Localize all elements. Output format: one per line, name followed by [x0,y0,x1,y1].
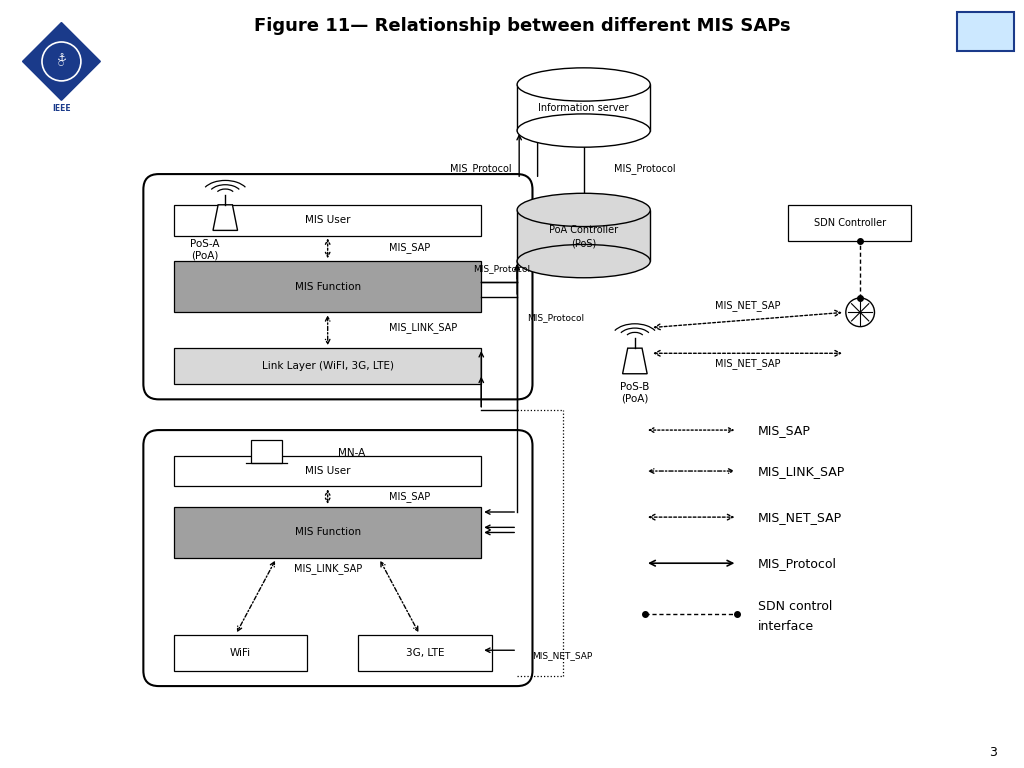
Bar [957,12,1014,51]
Bar [251,440,282,463]
Text: MIS User: MIS User [305,215,350,225]
Ellipse shape [517,68,650,101]
Text: IEEE: IEEE [976,21,995,30]
Polygon shape [23,22,100,101]
Polygon shape [623,348,647,374]
Text: MN-A: MN-A [338,448,366,458]
Text: MIS_LINK_SAP: MIS_LINK_SAP [389,323,458,333]
Text: 3G, LTE: 3G, LTE [406,647,444,658]
Text: MIS_NET_SAP: MIS_NET_SAP [715,358,780,369]
Text: Information server: Information server [539,102,629,113]
Text: (PoS): (PoS) [571,239,596,249]
Text: MIS_NET_SAP: MIS_NET_SAP [715,300,780,310]
Text: (PoA): (PoA) [622,393,648,403]
Text: ○: ○ [57,60,63,66]
Text: MIS_SAP: MIS_SAP [389,243,430,253]
Text: MIS Function: MIS Function [295,282,360,292]
Bar [517,210,650,261]
Text: MIS_Protocol: MIS_Protocol [527,313,585,322]
Text: Link Layer (WiFI, 3G, LTE): Link Layer (WiFI, 3G, LTE) [262,361,393,371]
Text: MIS_NET_SAP: MIS_NET_SAP [532,650,593,660]
Polygon shape [213,205,238,230]
Text: 802: 802 [975,36,996,46]
Text: MIS_NET_SAP: MIS_NET_SAP [758,511,842,524]
Text: (PoA): (PoA) [191,251,218,261]
Bar [174,261,481,313]
Text: MIS_SAP: MIS_SAP [389,492,430,502]
Text: SDN control: SDN control [758,600,833,613]
Text: MIS_Protocol: MIS_Protocol [473,263,530,273]
Text: PoS-A: PoS-A [190,239,219,249]
Bar [174,635,307,670]
Text: ⚓: ⚓ [56,53,67,64]
FancyBboxPatch shape [143,174,532,399]
FancyBboxPatch shape [143,430,532,686]
Text: MIS_Protocol: MIS_Protocol [614,164,676,174]
Text: MIS_Protocol: MIS_Protocol [758,557,837,570]
Text: MIS_Protocol: MIS_Protocol [451,164,512,174]
Text: interface: interface [758,621,814,633]
Bar [174,348,481,384]
Text: MIS_LINK_SAP: MIS_LINK_SAP [758,465,845,478]
Bar [358,635,492,670]
Circle shape [846,298,874,326]
Text: MIS User: MIS User [305,466,350,476]
Text: WiFi: WiFi [230,647,251,658]
Text: MIS_SAP: MIS_SAP [758,424,811,436]
Text: SDN Controller: SDN Controller [814,217,886,228]
Bar [174,205,481,236]
Bar [788,205,911,240]
Bar [174,507,481,558]
Text: Figure 11— Relationship between different MIS SAPs: Figure 11— Relationship between differen… [254,17,791,35]
Text: 3: 3 [989,746,997,759]
Bar [174,455,481,486]
Ellipse shape [517,194,650,227]
Text: PoS-B: PoS-B [621,382,649,392]
Text: MIS Function: MIS Function [295,528,360,538]
Text: MIS_LINK_SAP: MIS_LINK_SAP [294,563,361,574]
Ellipse shape [517,244,650,278]
Text: IEEE: IEEE [52,104,71,113]
Text: PoA Controller: PoA Controller [549,225,618,236]
Ellipse shape [517,114,650,147]
Bar [517,84,650,131]
